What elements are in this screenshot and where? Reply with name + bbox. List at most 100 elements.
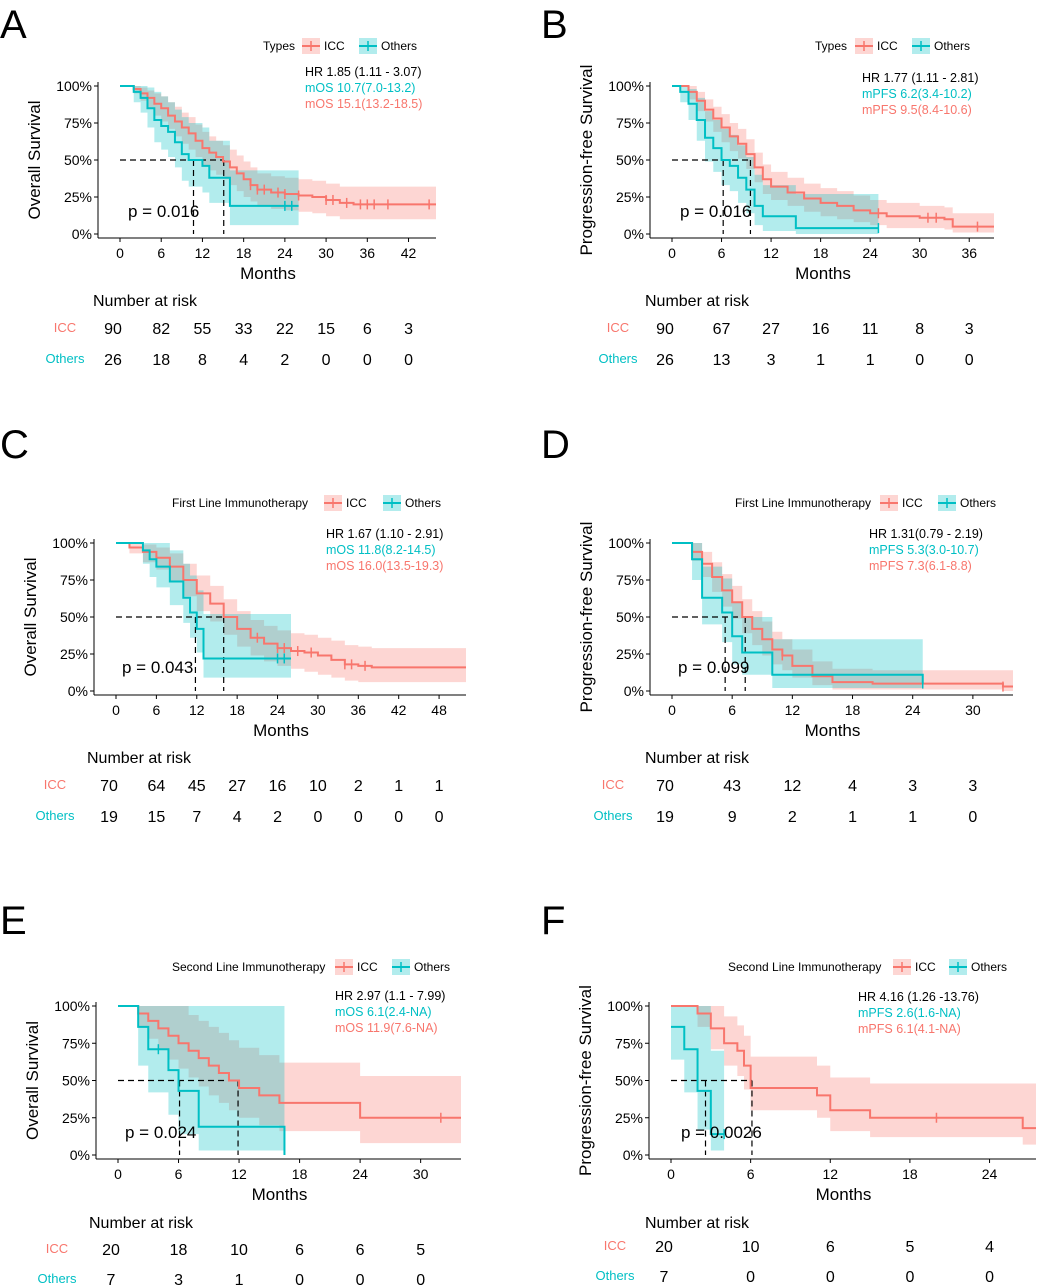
legend-label-others: Others	[971, 960, 1007, 974]
risk-count-others: 26	[656, 352, 674, 369]
km-curve-others	[671, 1025, 725, 1136]
risk-count-icc: 3	[908, 778, 917, 795]
risk-count-icc: 8	[915, 321, 924, 338]
risk-group-others: Others	[37, 1271, 77, 1286]
x-tick-label: 18	[236, 245, 252, 261]
ci-band-others	[672, 543, 923, 690]
risk-count-icc: 1	[394, 778, 403, 795]
legend-label-icc: ICC	[877, 39, 898, 53]
x-tick-label: 24	[862, 245, 878, 261]
y-tick-label: 100%	[608, 535, 644, 551]
risk-count-icc: 20	[102, 1242, 120, 1259]
panel-label: E	[0, 899, 27, 943]
risk-count-others: 0	[404, 352, 413, 369]
x-tick-label: 24	[982, 1166, 998, 1182]
y-tick-label: 75%	[615, 1035, 643, 1051]
x-tick-label: 0	[667, 1166, 675, 1182]
y-axis-label: Overall Survival	[25, 100, 44, 219]
x-tick-label: 36	[961, 245, 977, 261]
x-tick-label: 12	[763, 245, 779, 261]
x-tick-label: 6	[152, 702, 160, 718]
ci-band-icc	[116, 543, 466, 683]
ci-band-others	[116, 543, 291, 678]
x-tick-label: 6	[718, 245, 726, 261]
risk-count-icc: 3	[404, 321, 413, 338]
x-axis-label: Months	[795, 264, 851, 283]
x-tick-label: 12	[189, 702, 205, 718]
x-tick-label: 30	[965, 702, 981, 718]
km-curve-icc	[118, 1005, 461, 1119]
y-tick-label: 50%	[64, 152, 92, 168]
y-tick-label: 0%	[68, 683, 88, 699]
risk-count-others: 0	[915, 352, 924, 369]
risk-count-others: 0	[313, 809, 322, 826]
legend-label-icc: ICC	[902, 496, 923, 510]
annotation-line-1: mPFS 6.2(3.4-10.2)	[862, 87, 972, 101]
x-tick-label: 6	[157, 245, 165, 261]
risk-group-icc: ICC	[44, 777, 66, 792]
risk-count-icc: 6	[295, 1242, 304, 1259]
risk-count-others: 1	[848, 809, 857, 826]
x-axis-label: Months	[253, 721, 309, 740]
y-tick-label: 100%	[56, 78, 92, 94]
risk-group-icc: ICC	[607, 320, 629, 335]
legend-label-icc: ICC	[915, 960, 936, 974]
risk-group-icc: ICC	[604, 1238, 626, 1253]
legend-label-icc: ICC	[346, 496, 367, 510]
risk-count-icc: 90	[656, 321, 674, 338]
x-tick-label: 12	[822, 1166, 838, 1182]
ci-band-icc	[118, 1006, 461, 1144]
annotation-line-0: HR 1.77 (1.11 - 2.81)	[862, 71, 979, 85]
risk-table-title: Number at risk	[89, 1215, 194, 1232]
panel-label: D	[541, 423, 570, 467]
km-curve-icc	[672, 542, 1013, 688]
risk-count-others: 7	[192, 809, 201, 826]
x-tick-label: 30	[912, 245, 928, 261]
panel-label: C	[0, 423, 29, 467]
x-tick-label: 0	[668, 245, 676, 261]
y-tick-label: 75%	[616, 115, 644, 131]
risk-count-others: 9	[728, 809, 737, 826]
y-tick-label: 25%	[616, 189, 644, 205]
risk-count-others: 3	[174, 1272, 183, 1287]
risk-count-icc: 6	[356, 1242, 365, 1259]
risk-count-icc: 16	[269, 778, 287, 795]
x-tick-label: 18	[845, 702, 861, 718]
x-tick-label: 30	[310, 702, 326, 718]
legend-label-icc: ICC	[324, 39, 345, 53]
risk-count-icc: 82	[152, 321, 170, 338]
risk-count-others: 7	[660, 1269, 669, 1286]
risk-count-icc: 12	[783, 778, 801, 795]
y-tick-label: 100%	[608, 78, 644, 94]
legend-label-others: Others	[381, 39, 417, 53]
risk-count-icc: 6	[826, 1239, 835, 1256]
x-tick-label: 18	[292, 1166, 308, 1182]
risk-count-others: 1	[816, 352, 825, 369]
risk-count-others: 2	[788, 809, 797, 826]
x-tick-label: 12	[231, 1166, 247, 1182]
x-axis-label: Months	[252, 1185, 308, 1204]
panel-label: B	[541, 3, 568, 47]
x-tick-label: 42	[391, 702, 407, 718]
ci-band-others	[120, 86, 299, 226]
annotation-line-1: mOS 6.1(2.4-NA)	[335, 1005, 432, 1019]
risk-group-others: Others	[593, 808, 633, 823]
risk-count-icc: 18	[170, 1242, 188, 1259]
risk-table-title: Number at risk	[645, 1215, 750, 1232]
legend-title: First Line Immunotherapy	[172, 496, 308, 510]
risk-count-icc: 22	[276, 321, 294, 338]
panel-label: F	[541, 899, 565, 943]
risk-count-icc: 70	[100, 778, 118, 795]
risk-count-others: 0	[905, 1269, 914, 1286]
risk-count-others: 0	[985, 1269, 994, 1286]
risk-count-others: 19	[100, 809, 118, 826]
x-tick-label: 24	[352, 1166, 368, 1182]
risk-count-icc: 16	[812, 321, 830, 338]
y-tick-label: 25%	[615, 1110, 643, 1126]
y-tick-label: 25%	[62, 1110, 90, 1126]
p-value: p = 0.099	[678, 658, 749, 677]
risk-count-icc: 10	[742, 1239, 760, 1256]
km-curve-others	[672, 85, 879, 230]
risk-count-icc: 6	[363, 321, 372, 338]
